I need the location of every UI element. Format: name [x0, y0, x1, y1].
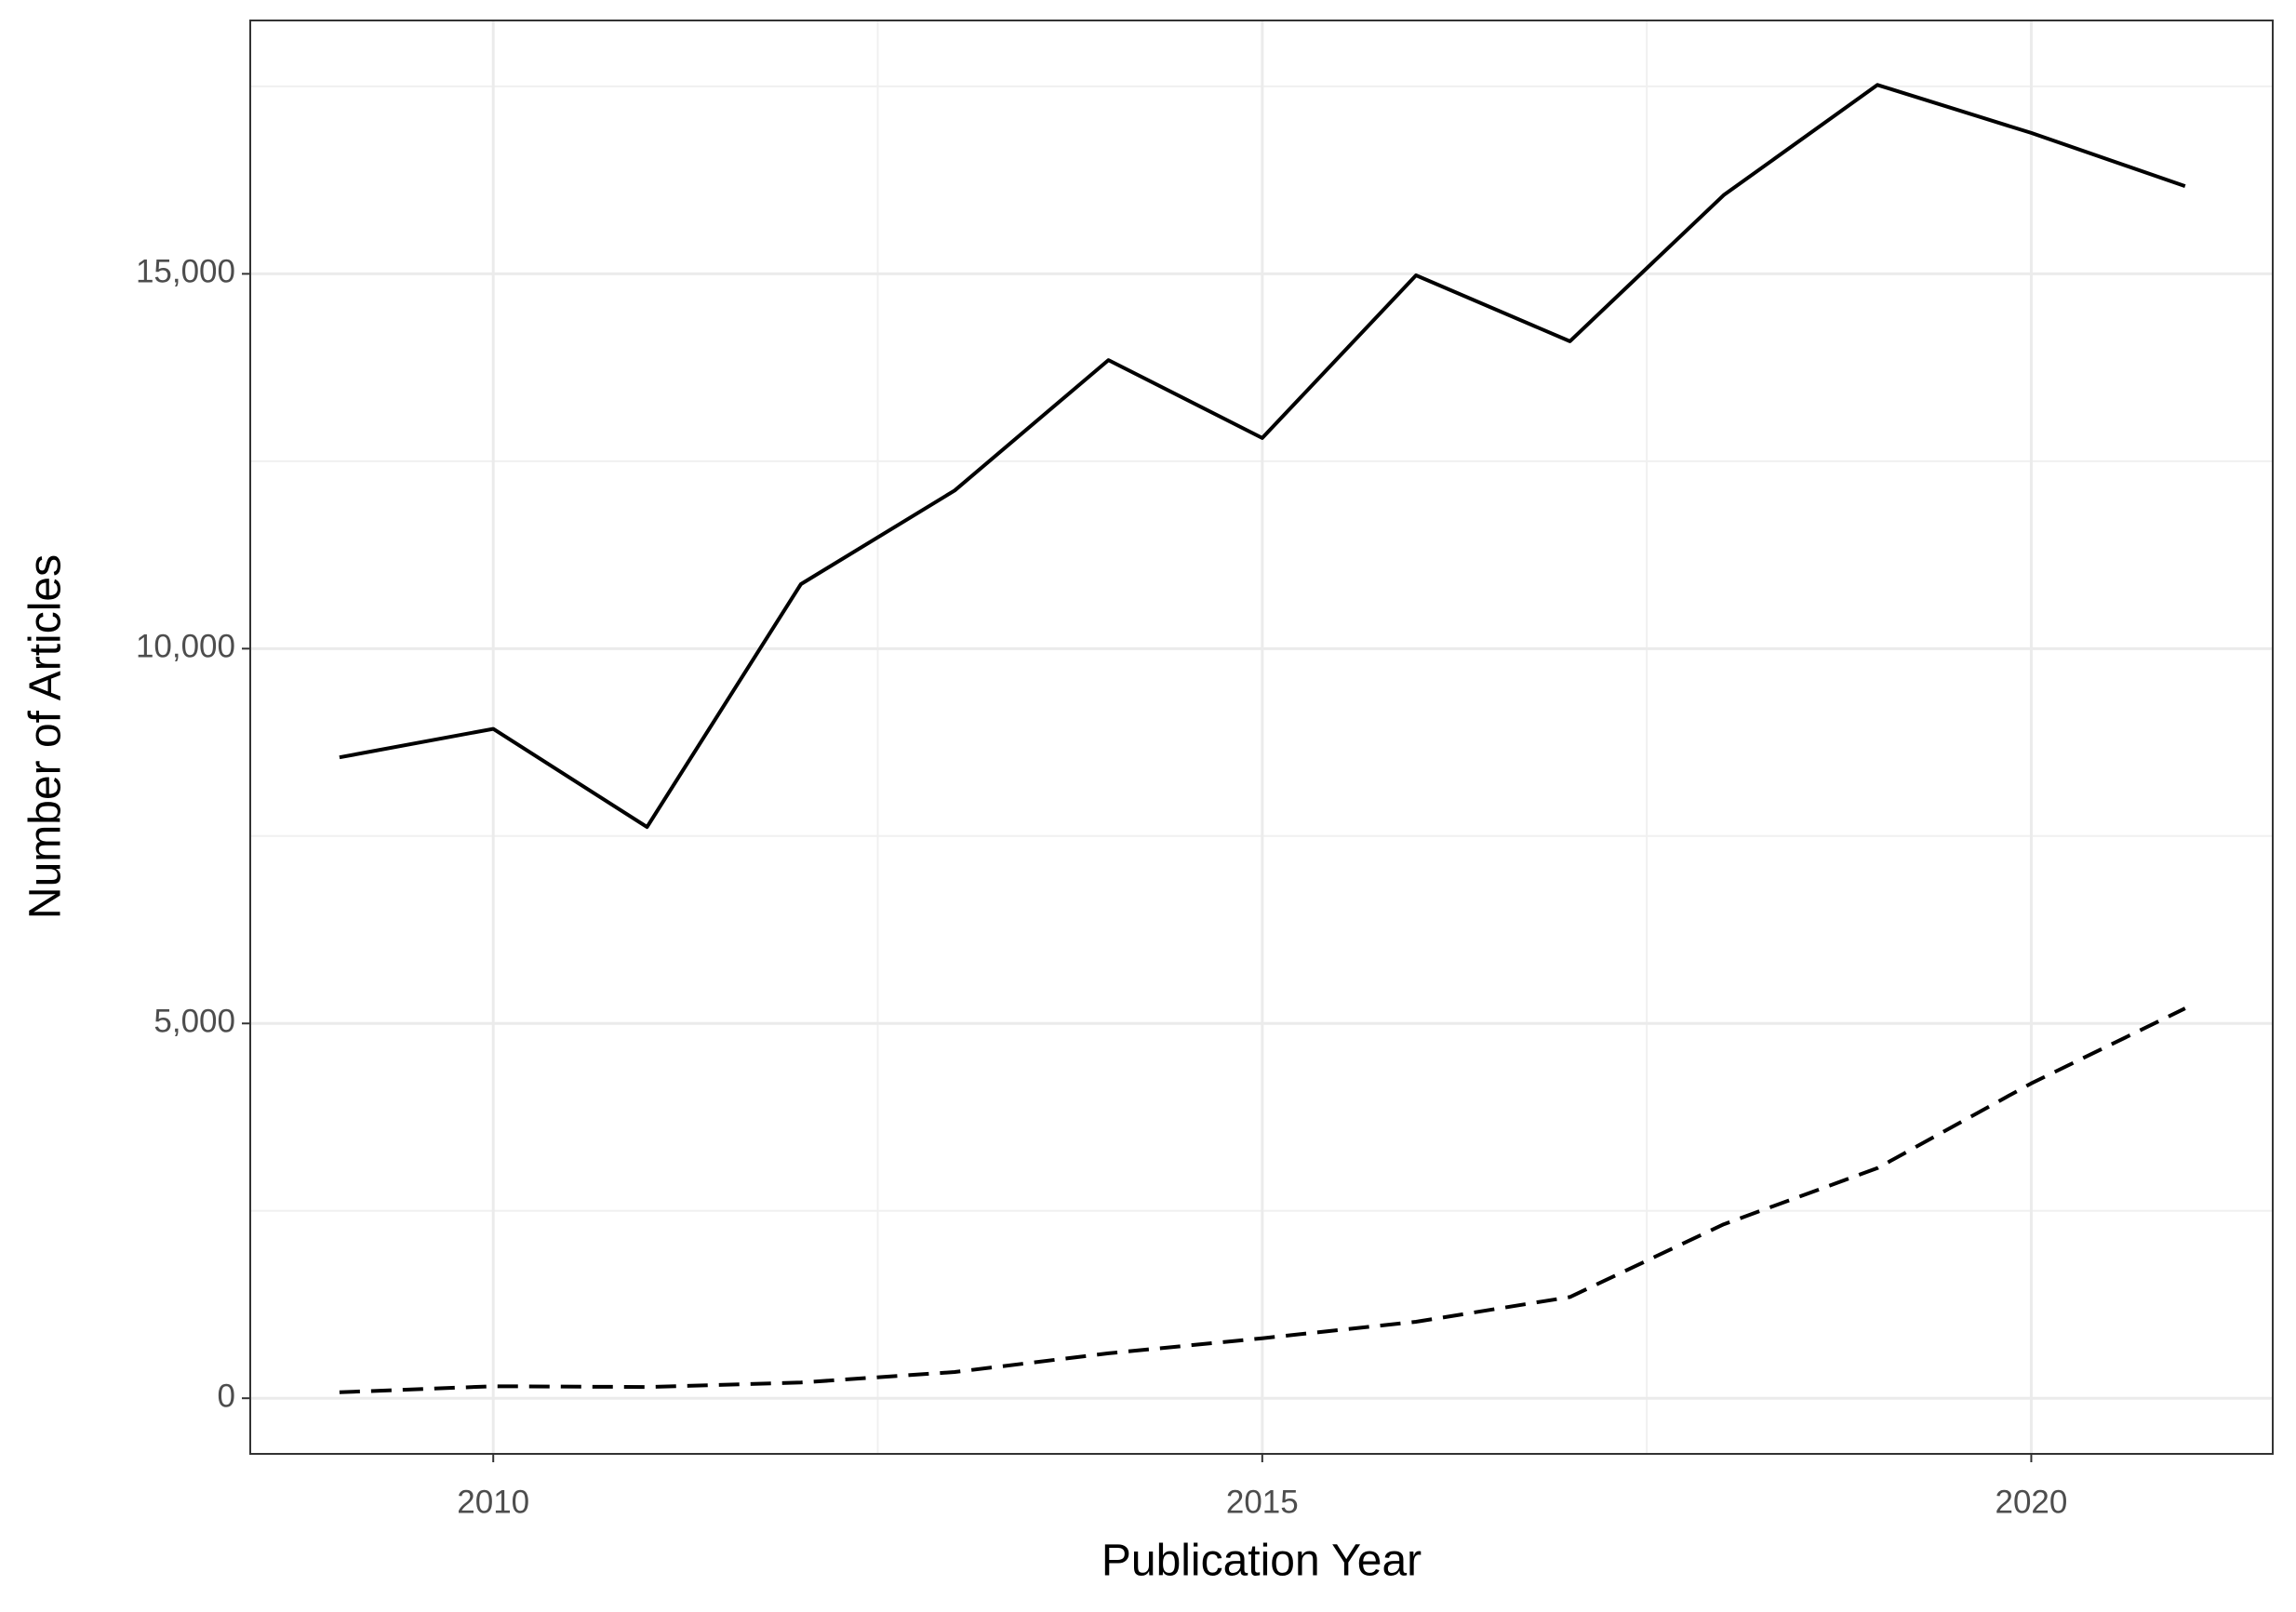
y-tick-label: 0 — [218, 1378, 235, 1414]
line — [339, 83, 2186, 830]
x-tick-label: 2010 — [457, 1484, 529, 1520]
x-tick-label: 2015 — [1226, 1484, 1299, 1520]
line — [339, 1006, 2186, 1394]
x-tick-label: 2020 — [1996, 1484, 2068, 1520]
x-axis-title: Publication Year — [1101, 1537, 1422, 1586]
y-tick-label: 10,000 — [136, 629, 235, 665]
y-tick-label: 5,000 — [154, 1004, 235, 1040]
plot-border — [249, 20, 2274, 1455]
y-tick-label: 15,000 — [136, 254, 235, 290]
y-axis-title: Number of Articles — [21, 554, 71, 919]
